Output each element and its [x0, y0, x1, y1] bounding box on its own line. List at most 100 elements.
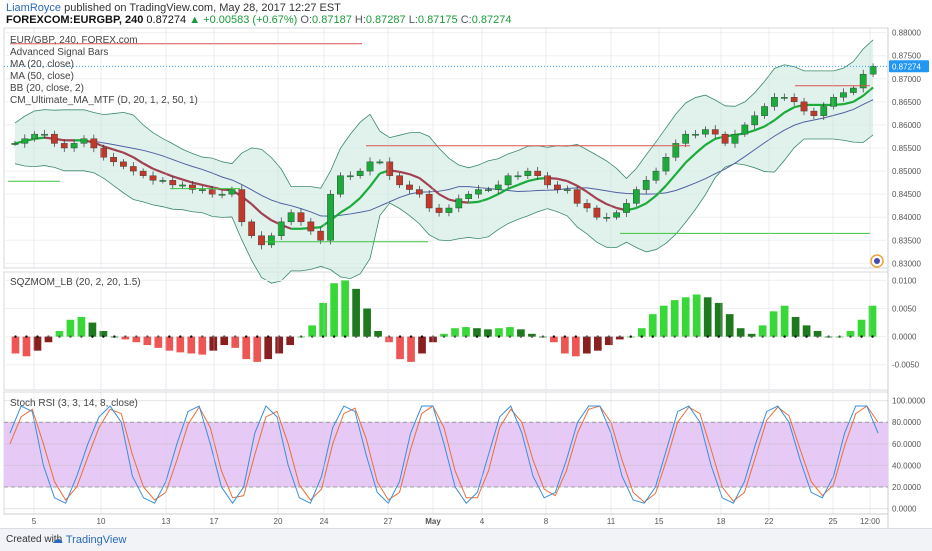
footer-created: Created with: [6, 534, 63, 545]
candle-body: [31, 133, 39, 139]
sqz-dot: [288, 335, 292, 338]
sqz-dot: [47, 335, 50, 338]
stoch-tick-label: 100.0000: [892, 397, 926, 406]
sqz-dot: [651, 335, 654, 338]
candle-body: [277, 221, 285, 236]
sqz-dot: [25, 335, 28, 338]
sqz-bar: [561, 336, 569, 354]
sqz-dot: [234, 335, 237, 338]
bollinger-band-fill: [14, 39, 874, 284]
sqz-bar: [692, 294, 701, 337]
open-label: O:: [300, 14, 313, 26]
sqz-dot: [387, 335, 391, 338]
ma20-segment: [192, 181, 203, 186]
ma20-segment: [606, 203, 618, 210]
ma20-segment: [507, 183, 519, 190]
sqz-bar: [253, 336, 262, 362]
sqz-dot: [135, 335, 138, 338]
sqz-dot: [574, 335, 578, 338]
sqz-bar: [528, 333, 536, 337]
author-link[interactable]: LiamRoyce: [6, 2, 62, 14]
legend-symbol[interactable]: EUR/GBP, 240, FOREX.com: [10, 35, 138, 46]
ma20-segment: [754, 125, 765, 132]
ma20-segment: [517, 180, 529, 186]
sqz-dot: [190, 335, 193, 338]
ma20-segment: [250, 203, 263, 215]
candle-body: [80, 138, 88, 144]
candle-body: [317, 230, 325, 241]
candle-body: [554, 184, 561, 190]
sqz-dot: [431, 335, 435, 338]
sqz-dot: [860, 335, 863, 338]
ma20-segment: [596, 197, 608, 206]
ma20-segment: [497, 187, 509, 196]
candle-body: [11, 143, 19, 145]
sqz-dot: [69, 335, 72, 338]
sqz-bar: [615, 336, 624, 340]
ma20-segment: [684, 152, 697, 164]
sqz-bar: [637, 328, 646, 337]
sqz-dot: [256, 335, 259, 338]
candle-body: [159, 180, 167, 182]
stoch-tick-label: 60.0000: [892, 440, 921, 449]
sqz-legend[interactable]: SQZMOM_LB (20, 2, 20, 1.5): [10, 277, 141, 288]
footer-brand-link[interactable]: ☁ TradingView: [52, 533, 126, 546]
sqz-dot: [267, 335, 270, 338]
price-tick-label: 0.88000: [892, 29, 921, 38]
candle-body: [297, 212, 305, 223]
candle-body: [346, 175, 354, 178]
sqz-bar: [396, 336, 404, 360]
high-value: 0.87287: [365, 14, 406, 26]
candle-body: [504, 175, 512, 186]
legend-signal-bars[interactable]: Advanced Signal Bars: [10, 47, 109, 58]
sqz-bar: [659, 305, 668, 337]
sqz-bar: [132, 336, 141, 343]
sqz-bar: [550, 336, 558, 343]
sqz-dot: [563, 335, 567, 338]
sqz-dot: [827, 335, 830, 338]
sqz-bar: [648, 314, 657, 337]
candle-body: [396, 175, 403, 186]
sqz-dot: [201, 335, 204, 338]
ma20-segment: [202, 183, 213, 189]
ma20-segment: [142, 162, 154, 170]
candle-body: [672, 143, 680, 158]
ma20-segment: [576, 184, 588, 193]
sqz-bar: [670, 300, 679, 337]
sqz-bar: [582, 336, 591, 354]
sqz-bar: [714, 302, 723, 337]
candle-body: [258, 235, 265, 246]
ma20-segment: [694, 144, 707, 155]
sqz-bar: [747, 333, 756, 337]
sqz-dot: [475, 335, 479, 338]
symbol-line: FOREXCOM:EURGBP, 240 0.87274 ▲ +0.00583 …: [6, 14, 511, 27]
sqz-tick-label: 0.0050: [892, 305, 917, 314]
ma20-segment: [103, 145, 114, 151]
chart-canvas[interactable]: 0.88000 0.87500 0.87000 0.86500 0.86000 0.855…: [0, 0, 932, 528]
legend-bb[interactable]: BB (20, close, 2): [10, 83, 84, 94]
sqz-dot: [849, 335, 852, 338]
candle-body: [208, 189, 216, 195]
candle-body: [642, 180, 650, 190]
candle-body: [120, 161, 127, 167]
sqz-bar: [418, 336, 426, 354]
candle-body: [110, 157, 117, 163]
sqz-bar: [330, 283, 338, 337]
candle-body: [70, 143, 78, 149]
sqz-dot: [310, 335, 314, 338]
sqz-bar: [802, 325, 811, 337]
legend-cm-ma[interactable]: CM_Ultimate_MA_MTF (D, 20, 1, 2, 50, 1): [10, 95, 198, 106]
stoch-band: [4, 422, 888, 488]
legend-ma50[interactable]: MA (50, close): [10, 71, 74, 82]
ma20-segment: [349, 197, 361, 208]
stoch-legend[interactable]: Stoch RSI (3, 3, 14, 8, close): [10, 398, 138, 409]
footer-brand: TradingView: [65, 534, 127, 546]
open-value: 0.87187: [312, 14, 352, 26]
sqz-tick-label: 0.0000: [892, 333, 917, 342]
candle-body: [425, 193, 433, 209]
candle-body: [662, 157, 670, 172]
sqz-bar: [352, 288, 360, 337]
legend-ma20[interactable]: MA (20, close): [10, 59, 74, 70]
sqz-dot: [91, 335, 94, 338]
ma20-segment: [132, 156, 144, 165]
